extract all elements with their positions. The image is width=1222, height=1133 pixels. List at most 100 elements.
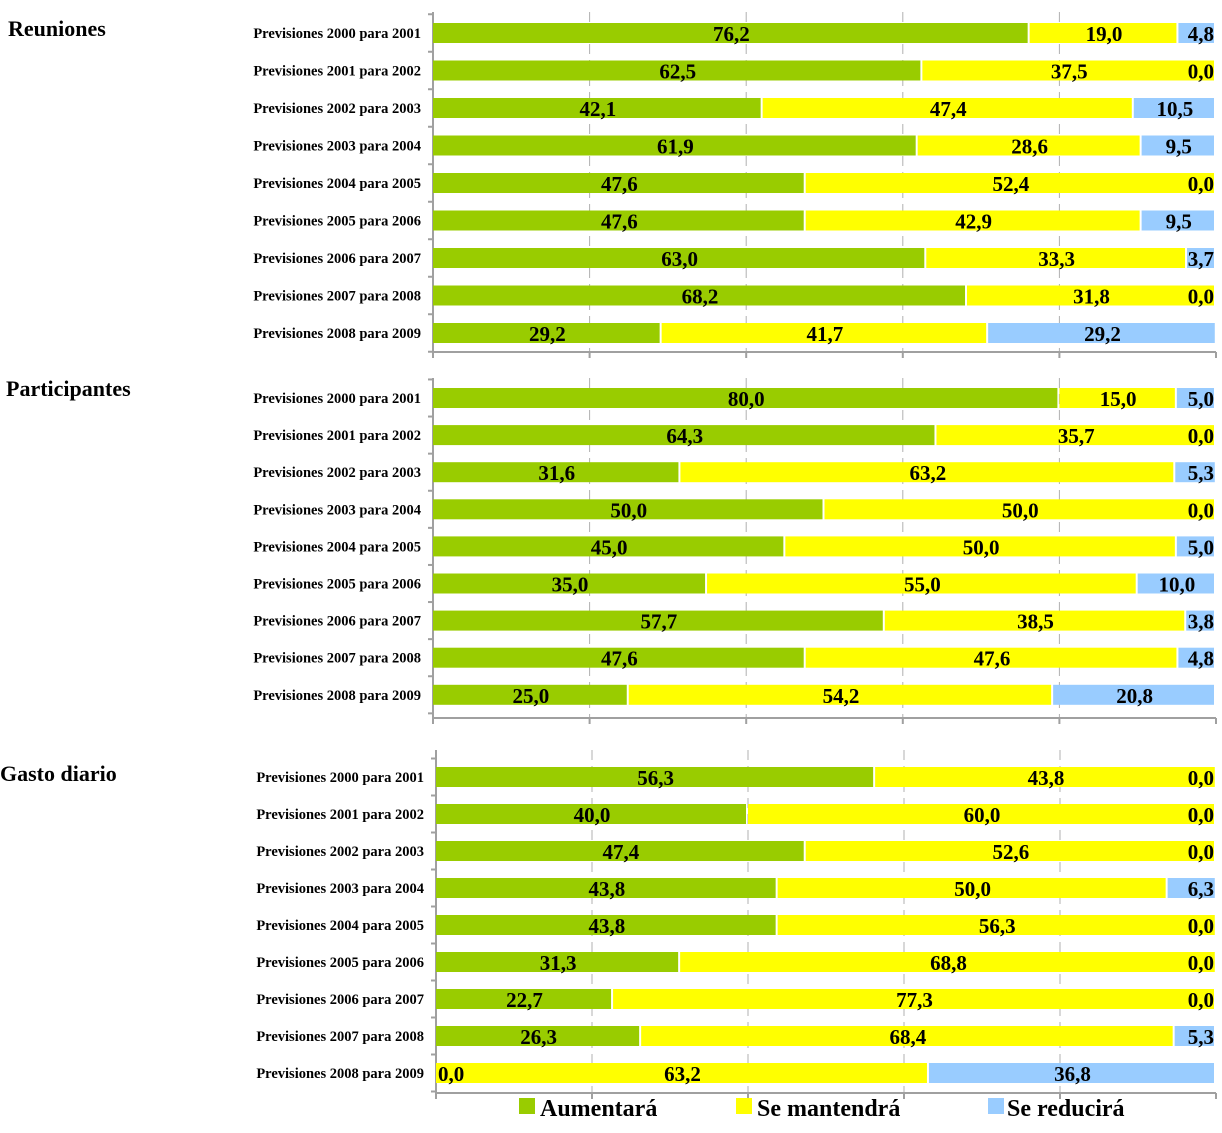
bar-segment [613, 989, 1214, 1009]
bar-segment [433, 210, 804, 231]
data-label: 63,0 [661, 247, 698, 271]
bar-segment [748, 804, 1214, 824]
bar-segment [777, 878, 1166, 898]
category-label: Previsiones 2003 para 2004 [256, 881, 424, 897]
data-label: 43,8 [588, 877, 625, 901]
category-label: Previsiones 2007 para 2008 [256, 1029, 424, 1045]
bar-segment [433, 425, 935, 446]
data-label: 63,2 [664, 1062, 701, 1086]
bar-segment [1053, 684, 1214, 705]
data-label: 50,0 [954, 877, 991, 901]
data-label: 15,0 [1100, 387, 1137, 411]
category-label: Previsiones 2006 para 2007 [253, 614, 421, 630]
data-label: 31,3 [540, 951, 577, 975]
bar-segment [680, 462, 1174, 483]
data-label: 5,0 [1188, 387, 1214, 411]
data-label: 60,0 [964, 803, 1001, 827]
data-label: 50,0 [963, 535, 1000, 559]
category-label: Previsiones 2005 para 2006 [256, 955, 424, 971]
bar-segment [1029, 23, 1177, 43]
data-label: 61,9 [657, 135, 694, 159]
bar-segment [1176, 388, 1214, 408]
bar-segment [680, 952, 1215, 972]
data-label: 28,6 [1011, 135, 1048, 159]
bar-segment [436, 841, 804, 861]
category-label: Previsiones 2004 para 2005 [253, 539, 421, 555]
bar-segment [762, 98, 1132, 118]
data-label: 0,0 [1188, 914, 1214, 938]
data-label: 0,0 [1188, 766, 1214, 790]
category-label: Previsiones 2008 para 2009 [253, 688, 421, 704]
data-label: 10,5 [1157, 97, 1194, 121]
data-label: 45,0 [591, 535, 628, 559]
legend-swatch [519, 1098, 535, 1114]
data-label: 9,5 [1166, 210, 1192, 234]
data-label: 4,8 [1188, 22, 1214, 46]
bar-segment [436, 915, 776, 935]
data-label: 35,0 [552, 573, 589, 597]
bar-segment [433, 285, 966, 306]
category-label: Previsiones 2002 para 2003 [256, 844, 424, 860]
bar-segment [1059, 388, 1175, 408]
data-label: 10,0 [1158, 573, 1195, 597]
bar-segment [436, 1026, 640, 1046]
data-label: 22,7 [506, 988, 543, 1012]
data-label: 0,0 [1188, 803, 1214, 827]
panel-title: Reuniones [8, 16, 106, 41]
category-label: Previsiones 2000 para 2001 [256, 770, 424, 786]
data-label: 56,3 [637, 766, 674, 790]
bar-segment [1178, 23, 1214, 43]
legend-swatch [736, 1098, 752, 1114]
data-label: 3,8 [1188, 610, 1214, 634]
data-label: 29,2 [529, 322, 566, 346]
bar-segment [628, 684, 1052, 705]
category-label: Previsiones 2000 para 2001 [253, 391, 421, 407]
bar-segment [1186, 610, 1214, 631]
category-label: Previsiones 2001 para 2002 [256, 807, 424, 823]
data-label: 0,0 [438, 1062, 464, 1086]
bar-segment [433, 173, 804, 193]
data-label: 36,8 [1054, 1062, 1091, 1086]
panel-title: Participantes [6, 376, 131, 401]
bar-segment [433, 23, 1028, 43]
category-label: Previsiones 2003 para 2004 [253, 502, 421, 518]
data-label: 42,9 [955, 210, 992, 234]
data-label: 52,6 [992, 840, 1029, 864]
category-label: Previsiones 2006 para 2007 [253, 251, 421, 267]
bar-segment [917, 135, 1140, 156]
category-label: Previsiones 2001 para 2002 [253, 64, 421, 80]
data-label: 0,0 [1188, 60, 1214, 84]
category-label: Previsiones 2002 para 2003 [253, 101, 421, 117]
category-label: Previsiones 2006 para 2007 [256, 992, 424, 1008]
bar-segment [1176, 536, 1214, 557]
category-label: Previsiones 2004 para 2005 [253, 176, 421, 192]
bar-segment [433, 610, 883, 631]
data-label: 0,0 [1188, 424, 1214, 448]
data-label: 31,8 [1073, 285, 1110, 309]
bar-segment [436, 878, 776, 898]
category-label: Previsiones 2005 para 2006 [253, 214, 421, 230]
bar-segment [1141, 210, 1214, 231]
data-label: 47,6 [974, 647, 1011, 671]
data-label: 19,0 [1086, 22, 1123, 46]
bar-segment [805, 647, 1177, 668]
data-label: 33,3 [1038, 247, 1075, 271]
bar-segment [436, 989, 612, 1009]
data-label: 38,5 [1017, 610, 1054, 634]
data-label: 57,7 [641, 610, 678, 634]
data-label: 0,0 [1188, 840, 1214, 864]
bar-segment [436, 767, 874, 787]
bar-segment [777, 915, 1215, 935]
bar-segment [661, 323, 987, 343]
bar-segment [922, 60, 1214, 81]
bar-segment [805, 210, 1140, 231]
bar-segment [433, 323, 660, 343]
data-label: 50,0 [1002, 498, 1039, 522]
bar-segment [433, 135, 916, 156]
data-label: 41,7 [807, 322, 844, 346]
bar-segment [1175, 462, 1215, 483]
bar-segment [433, 248, 925, 268]
data-label: 35,7 [1058, 424, 1095, 448]
bar-segment [1133, 98, 1214, 118]
